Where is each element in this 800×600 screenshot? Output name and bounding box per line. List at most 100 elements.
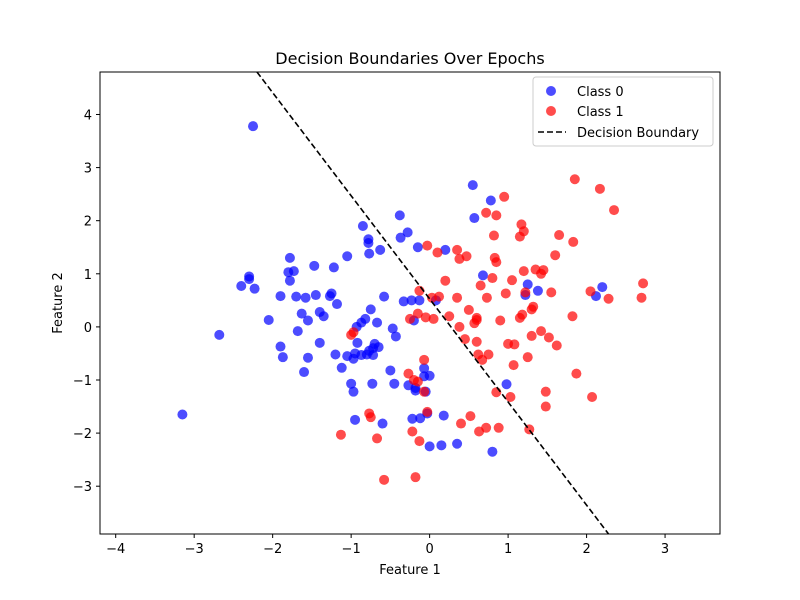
class-0-point [406, 295, 417, 306]
class-1-point [507, 275, 518, 286]
class-1-point [412, 308, 423, 319]
x-tick-label: 1 [504, 542, 512, 557]
y-tick-label: −3 [73, 480, 92, 495]
class-0-point [477, 270, 488, 281]
class-1-point [538, 265, 549, 276]
class-0-point [385, 365, 396, 376]
class-0-point [390, 331, 401, 342]
y-tick-label: 4 [84, 108, 92, 123]
class-1-point [491, 257, 502, 268]
class-1-point [505, 391, 516, 402]
class-1-point [554, 230, 565, 241]
class-0-point [248, 121, 259, 132]
class-1-point [422, 406, 433, 417]
class-1-point [536, 326, 547, 337]
class-0-point [364, 248, 375, 259]
class-1-point [540, 386, 551, 397]
legend-box [532, 76, 714, 147]
class-1-point [594, 183, 605, 194]
class-1-point [636, 292, 647, 303]
class-1-point [481, 292, 492, 303]
class-0-point [357, 221, 368, 231]
class-0-point [314, 337, 325, 348]
class-0-point [395, 232, 406, 243]
class-0-point [352, 337, 363, 348]
class-1-point [419, 354, 430, 365]
legend-marker-class-0 [546, 86, 556, 96]
x-tick-label: 0 [425, 542, 433, 557]
class-1-point [493, 422, 504, 433]
class-1-point [609, 205, 620, 216]
class-0-point [440, 244, 451, 255]
y-tick-label: −1 [73, 374, 92, 389]
class-0-point [292, 326, 303, 337]
class-0-point [377, 418, 388, 429]
class-1-point [407, 426, 418, 437]
y-tick-label: −2 [73, 427, 92, 442]
x-tick-label: −4 [106, 542, 125, 557]
x-tick-label: 2 [582, 542, 590, 557]
class-0-point [284, 252, 295, 263]
class-0-point [302, 315, 313, 326]
class-1-point [540, 401, 551, 412]
class-0-point [424, 370, 435, 381]
class-1-point [410, 472, 421, 483]
class-0-point [487, 446, 498, 457]
class-1-point [487, 273, 498, 284]
class-1-point [428, 313, 439, 324]
class-0-point [375, 244, 386, 255]
class-1-point [444, 311, 455, 322]
legend-label-decision-boundary: Decision Boundary [577, 126, 699, 141]
y-tick-label: 3 [84, 162, 92, 177]
class-0-point [394, 210, 405, 221]
class-1-point [569, 174, 580, 185]
class-1-point [543, 332, 554, 343]
class-1-point [483, 349, 494, 360]
class-1-point [422, 240, 433, 251]
class-1-point [454, 321, 465, 332]
class-0-point [249, 283, 260, 294]
legend-label-class-0: Class 0 [577, 85, 624, 100]
class-0-point [367, 378, 378, 389]
class-1-point [463, 304, 474, 315]
class-0-point [177, 409, 188, 420]
class-0-point [402, 227, 413, 238]
class-1-point [440, 275, 451, 286]
class-0-point [452, 438, 463, 449]
class-1-point [348, 327, 359, 338]
class-0-point [275, 341, 286, 352]
decision-boundary-line [256, 72, 610, 534]
x-axis-label: Feature 1 [379, 563, 441, 578]
class-1-point [419, 386, 430, 397]
class-1-point [517, 309, 528, 320]
legend: Class 0 Class 1 Decision Boundary [532, 76, 714, 147]
class-1-point [587, 391, 598, 402]
class-0-point [372, 317, 383, 328]
class-0-point [300, 292, 311, 303]
class-0-point [485, 195, 496, 206]
plot-area-frame [99, 71, 721, 535]
class-0-point [419, 363, 430, 374]
legend-label-class-1: Class 1 [577, 105, 624, 120]
class-0-point [332, 299, 343, 310]
class-0-point [414, 295, 425, 306]
class-0-point [389, 378, 400, 389]
legend-marker-class-1 [546, 106, 556, 116]
class-1-point [550, 250, 561, 261]
class-0-point [309, 260, 320, 271]
class-0-point [407, 413, 418, 424]
class-0-point [365, 304, 376, 315]
class-1-point [488, 230, 499, 241]
class-0-point [412, 242, 423, 253]
x-tick-label: 3 [661, 542, 669, 557]
class-0-point [348, 386, 359, 397]
class-0-point [277, 352, 288, 363]
class-0-point [310, 290, 321, 301]
class-1-point [568, 236, 579, 247]
class-0-point [363, 237, 374, 248]
class-1-point [432, 247, 443, 258]
class-0-point [501, 379, 512, 390]
class-1-point [405, 313, 415, 324]
class-0-point [302, 352, 313, 363]
